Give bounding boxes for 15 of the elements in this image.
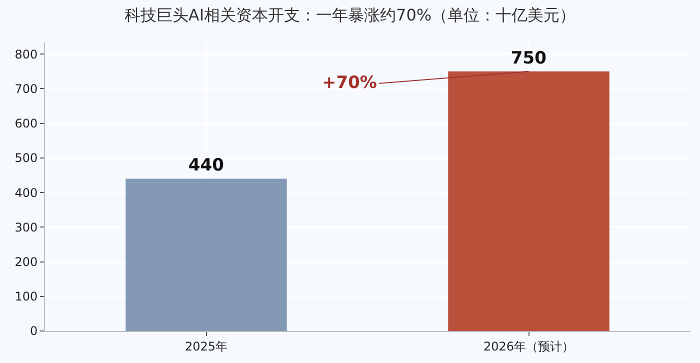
y-tick-label: 200 [14, 254, 38, 269]
y-tick-label: 600 [14, 116, 38, 131]
y-tick-label: 800 [14, 47, 38, 62]
y-tick-label: 0 [30, 324, 38, 338]
y-tick-label: 700 [14, 82, 38, 96]
x-tick-label: 2026年（预计） [483, 339, 574, 354]
data-label: 750 [510, 48, 547, 68]
y-tick-label: 400 [14, 186, 38, 200]
annotation: +70% [322, 73, 377, 93]
data-label: 440 [188, 156, 224, 176]
chart-title: 科技巨头AI相关资本开支：一年暴涨约70%（单位：十亿美元） [124, 5, 576, 24]
y-tick-label: 500 [14, 151, 38, 166]
y-tick-label: 300 [14, 220, 38, 234]
y-tick-label: 100 [14, 290, 38, 304]
x-tick-label: 2025年 [184, 339, 228, 354]
